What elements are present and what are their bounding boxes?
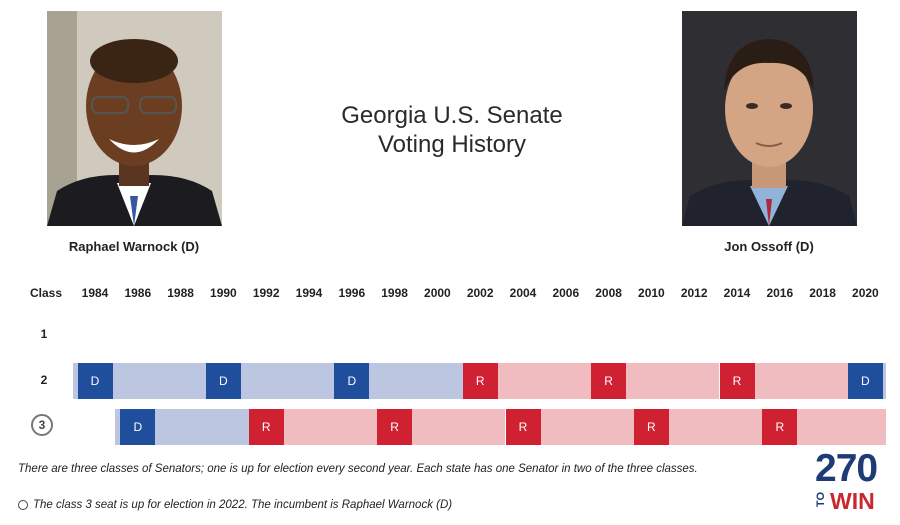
year-header-1984: 1984 [81,286,109,300]
year-header-1994: 1994 [295,286,323,300]
portrait-ossoff-illustration [682,11,857,226]
row-label-class-3-circled: 3 [31,414,53,436]
result-tile-class-2-1984[interactable]: D [77,363,113,399]
year-header-1988: 1988 [167,286,194,300]
footnote-class-3-text: The class 3 seat is up for election in 2… [33,499,453,511]
result-tile-class-3-1986[interactable]: D [120,409,156,445]
year-header-2004: 2004 [509,286,537,300]
result-tile-class-3-2016[interactable]: R [762,409,798,445]
logo-270: 270 [815,447,878,490]
year-header-1992: 1992 [252,286,280,300]
result-tile-class-2-2002[interactable]: R [462,363,498,399]
result-tile-class-3-2010[interactable]: R [633,409,669,445]
result-tile-class-2-2020[interactable]: D [847,363,883,399]
portrait-warnock-illustration [47,11,222,226]
270towin-logo[interactable]: 270 TO WIN [815,448,885,514]
year-header-1998: 1998 [381,286,408,300]
year-header-2016: 2016 [766,286,794,300]
year-header-2008: 2008 [595,286,622,300]
candidate-name-ossoff: Jon Ossoff (D) [724,239,814,254]
result-tile-class-2-1996[interactable]: D [334,363,370,399]
row-label-class-2: 2 [40,373,48,387]
class-column-header: Class [29,286,63,300]
year-header-2000: 2000 [424,286,451,300]
result-tile-class-3-2004[interactable]: R [505,409,541,445]
term-band-lead-class-3 [115,409,121,445]
result-tile-class-3-1998[interactable]: R [377,409,413,445]
year-header-2010: 2010 [638,286,665,300]
result-tile-class-2-2008[interactable]: R [591,363,627,399]
year-header-2014: 2014 [723,286,751,300]
year-header-1996: 1996 [338,286,366,300]
page-title: Georgia U.S. Senate Voting History [302,101,602,159]
row-label-class-3: 3 [38,418,46,432]
term-band-lead-class-2 [72,363,78,399]
portrait-raphael-warnock [47,11,222,226]
footnote-senate-classes: There are three classes of Senators; one… [18,463,698,475]
year-header-2012: 2012 [680,286,708,300]
year-header-2018: 2018 [809,286,836,300]
title-line-1: Georgia U.S. Senate [341,102,563,129]
row-label-class-1: 1 [40,327,48,341]
year-header-1986: 1986 [124,286,152,300]
circle-marker-icon [18,500,28,510]
result-tile-class-3-1992[interactable]: R [248,409,284,445]
candidate-name-warnock: Raphael Warnock (D) [68,239,200,254]
footnote-class-3-election: The class 3 seat is up for election in 2… [18,499,452,511]
result-tile-class-2-1990[interactable]: D [205,363,241,399]
year-header-2002: 2002 [466,286,494,300]
year-header-2006: 2006 [552,286,580,300]
portrait-jon-ossoff [682,11,857,226]
year-header-1990: 1990 [210,286,237,300]
result-tile-class-2-2014[interactable]: R [719,363,755,399]
year-header-2020: 2020 [852,286,879,300]
logo-win: WIN [830,488,875,514]
title-line-2: Voting History [377,131,527,158]
logo-to: TO [815,492,827,508]
